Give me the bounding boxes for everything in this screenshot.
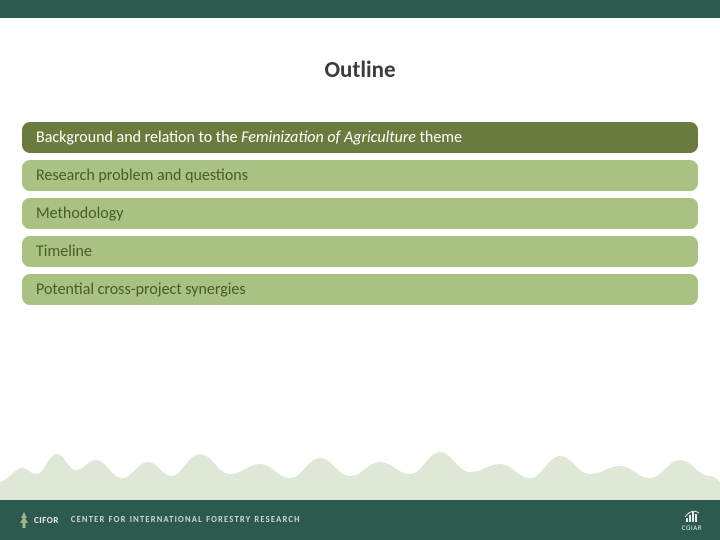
cifor-label: CIFOR [34, 515, 59, 526]
slide: Outline Background and relation to the F… [0, 0, 720, 540]
outline-bar-text: Potential cross-project synergies [36, 280, 246, 299]
outline-bar-1: Research problem and questions [22, 160, 698, 191]
outline-bar-text: Timeline [36, 242, 92, 261]
outline-bar-3: Timeline [22, 236, 698, 267]
cgiar-label: CGIAR [682, 523, 702, 532]
cifor-logo: CIFOR [18, 512, 59, 528]
outline-bar-4: Potential cross-project synergies [22, 274, 698, 305]
outline-list: Background and relation to the Feminizat… [0, 122, 720, 305]
footer-left: CIFOR CENTER FOR INTERNATIONAL FORESTRY … [18, 512, 301, 528]
footer-center-text: CENTER FOR INTERNATIONAL FORESTRY RESEAR… [71, 515, 301, 525]
outline-bar-text: Feminization of Agriculture [241, 128, 416, 147]
top-bar [0, 0, 720, 18]
outline-bar-0: Background and relation to the Feminizat… [22, 122, 698, 153]
cgiar-logo: CGIAR [682, 508, 702, 532]
outline-bar-2: Methodology [22, 198, 698, 229]
footer-bar: CIFOR CENTER FOR INTERNATIONAL FORESTRY … [0, 500, 720, 540]
tree-silhouette-band [0, 440, 720, 502]
outline-bar-text: Research problem and questions [36, 166, 248, 185]
cgiar-icon [683, 508, 701, 522]
tree-silhouette-icon [0, 440, 720, 502]
outline-bar-text: theme [416, 128, 462, 147]
tree-icon [18, 512, 30, 528]
outline-bar-text: Background and relation to the [36, 128, 241, 147]
slide-title: Outline [0, 56, 720, 84]
outline-bar-text: Methodology [36, 204, 123, 223]
